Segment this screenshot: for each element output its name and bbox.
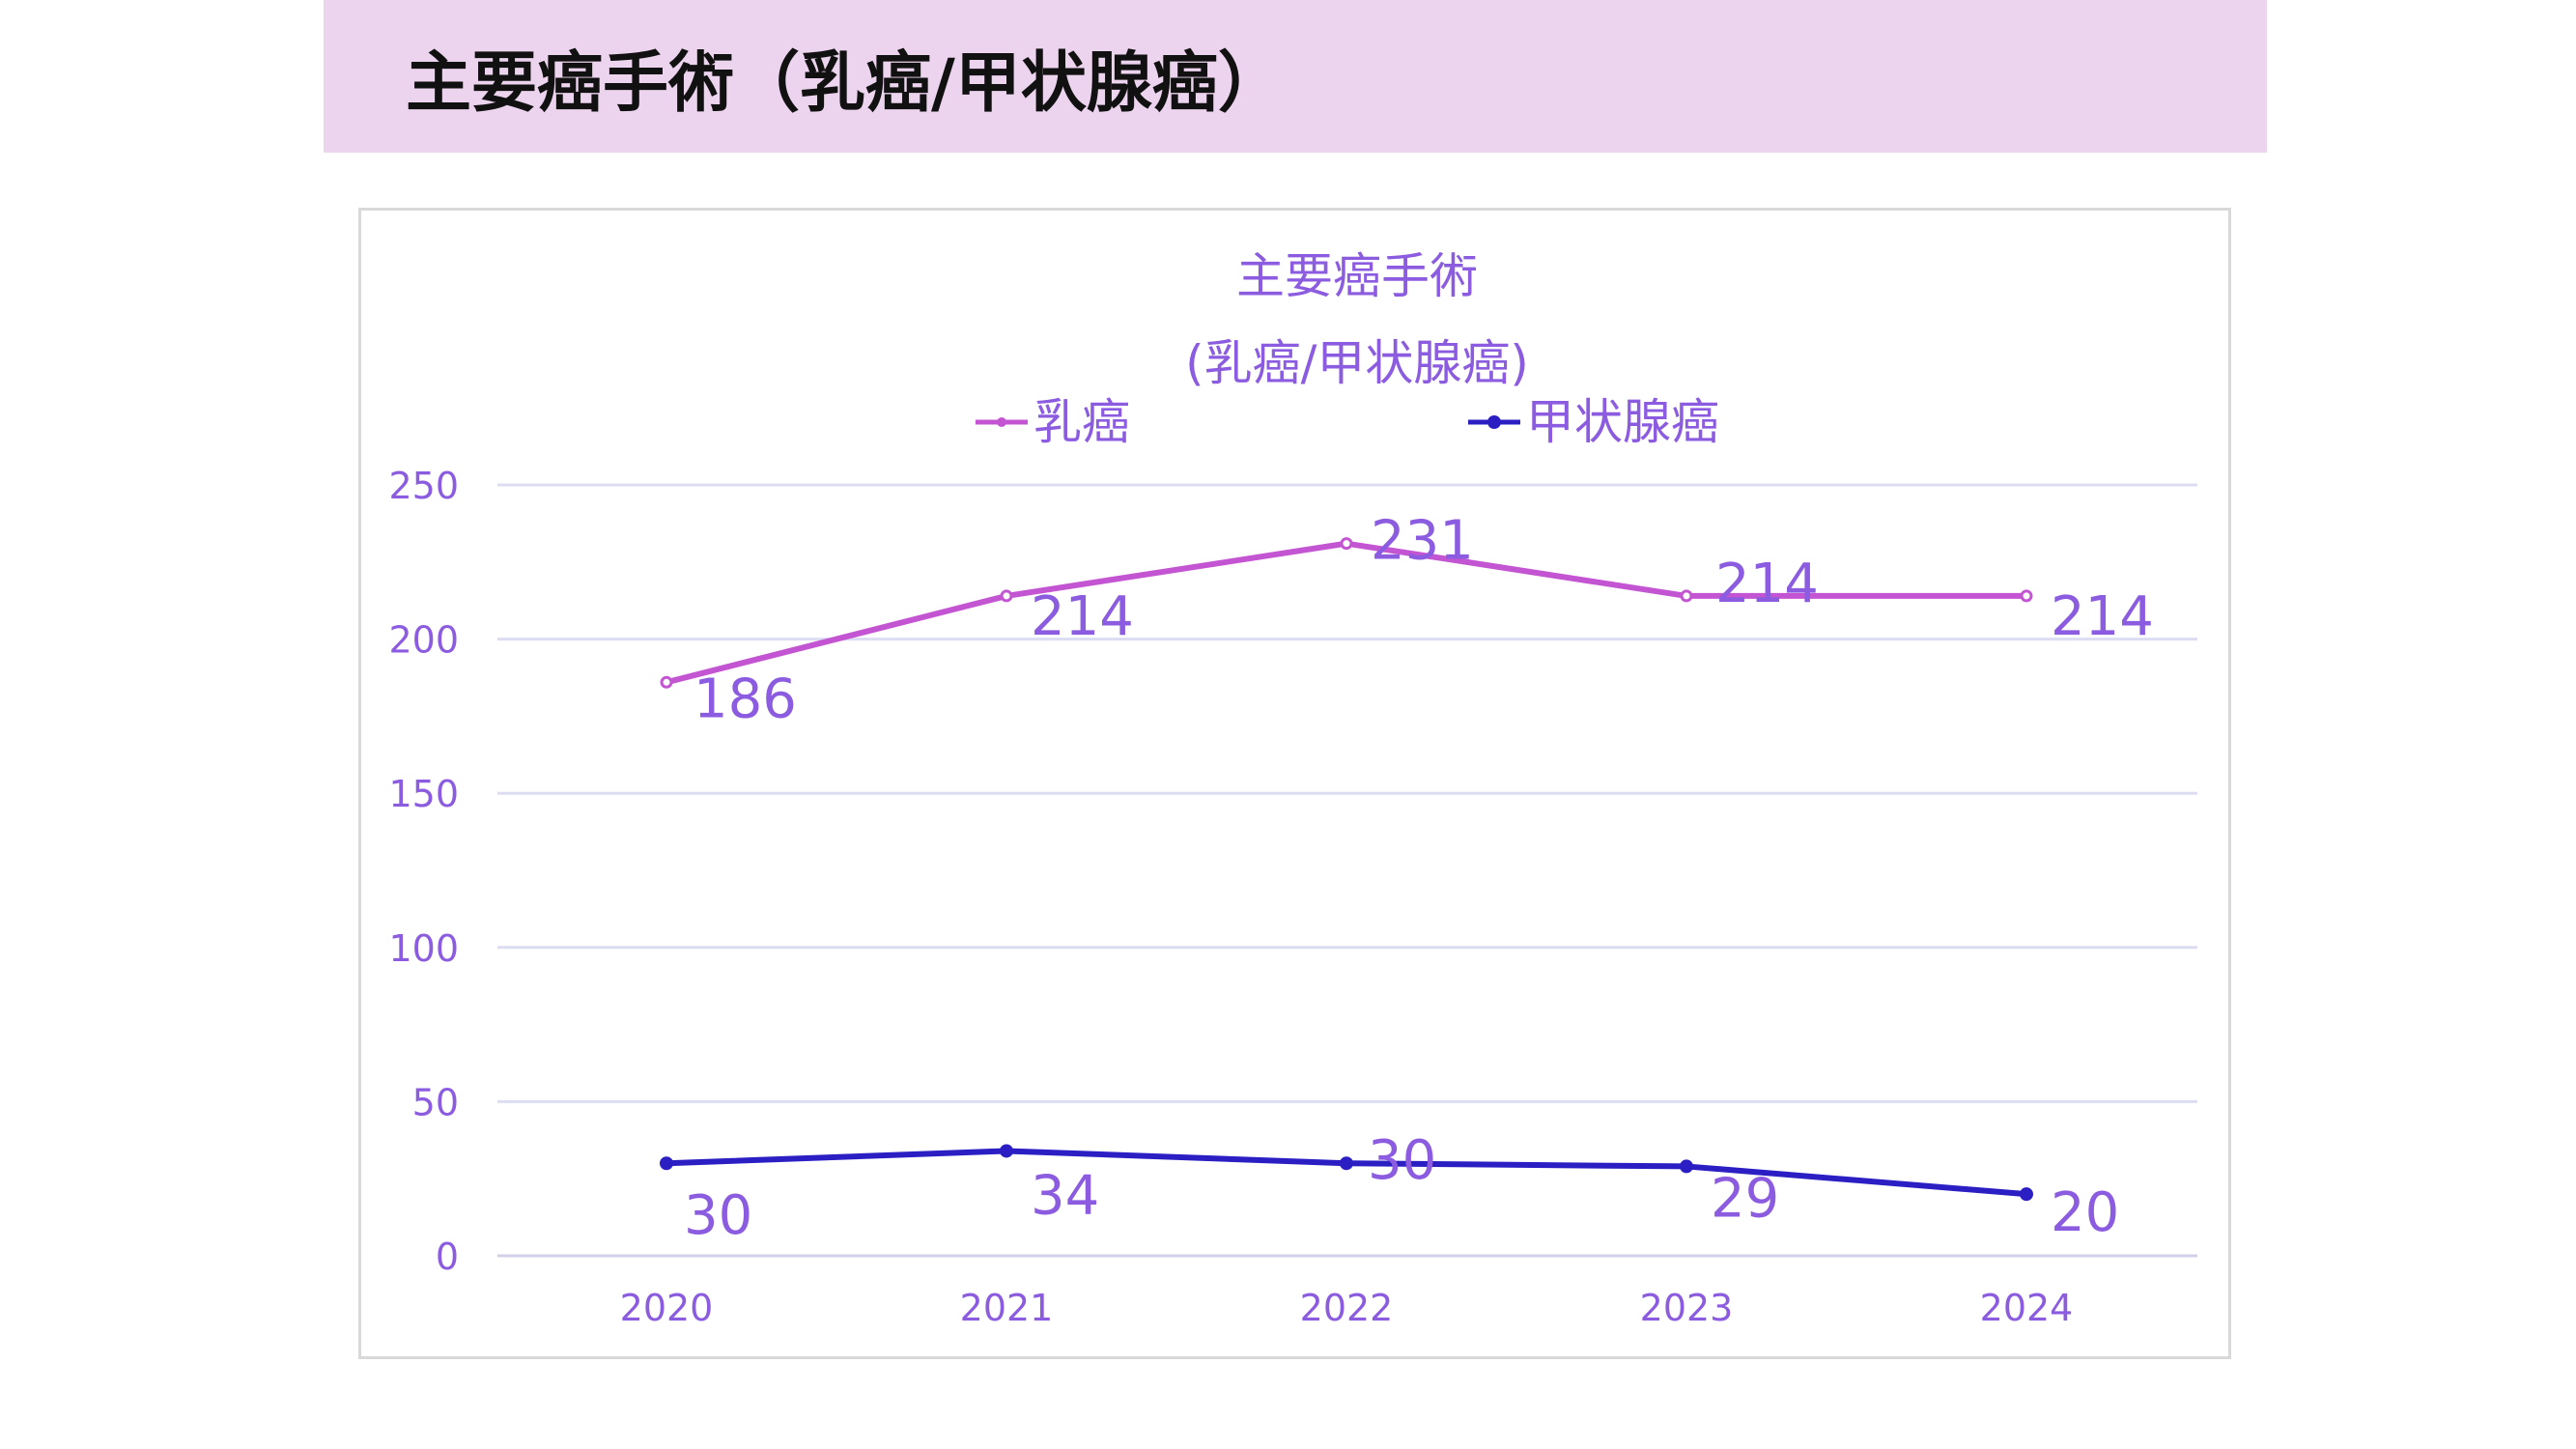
data-label: 214 bbox=[1715, 553, 1819, 615]
data-point bbox=[1680, 589, 1693, 603]
data-label: 214 bbox=[1031, 585, 1134, 648]
data-point bbox=[1340, 537, 1353, 551]
grid-lines bbox=[497, 483, 2197, 1258]
x-tick-label: 2020 bbox=[620, 1287, 714, 1329]
legend-breast-marker bbox=[997, 417, 1006, 427]
title-banner: 主要癌手術（乳癌/甲状腺癌） bbox=[324, 0, 2267, 153]
y-tick-label: 50 bbox=[412, 1081, 459, 1123]
data-label: 231 bbox=[1371, 510, 1474, 573]
data-point bbox=[660, 675, 673, 689]
series-line bbox=[665, 540, 2026, 686]
data-point bbox=[2020, 589, 2033, 603]
y-tick-label: 150 bbox=[388, 773, 459, 815]
legend-breast-label: 乳癌 bbox=[1033, 394, 1130, 450]
data-label: 30 bbox=[1368, 1129, 1436, 1192]
y-axis-ticks: 0 50 100 150 200 250 bbox=[388, 465, 459, 1278]
legend: 乳癌 甲状腺癌 bbox=[976, 394, 1719, 450]
legend-thyroid-marker bbox=[1487, 415, 1501, 429]
chart-title-line1: 主要癌手術 bbox=[1236, 248, 1478, 304]
data-point bbox=[1340, 1156, 1353, 1171]
x-tick-label: 2024 bbox=[1980, 1287, 2074, 1329]
y-tick-label: 250 bbox=[388, 465, 459, 507]
data-labels: 186 214 231 214 214 30 34 30 29 20 bbox=[684, 510, 2154, 1248]
x-tick-label: 2022 bbox=[1300, 1287, 1394, 1329]
data-point bbox=[2020, 1187, 2033, 1202]
series-lines bbox=[660, 537, 2033, 1202]
data-label: 186 bbox=[694, 668, 797, 730]
data-label: 30 bbox=[684, 1184, 752, 1247]
data-label: 214 bbox=[2051, 585, 2154, 648]
data-point bbox=[1000, 589, 1013, 603]
y-tick-label: 200 bbox=[388, 619, 459, 662]
page-title: 主要癌手術（乳癌/甲状腺癌） bbox=[406, 45, 1284, 122]
data-label: 29 bbox=[1711, 1167, 1779, 1230]
y-tick-label: 0 bbox=[436, 1236, 459, 1278]
x-tick-label: 2021 bbox=[960, 1287, 1054, 1329]
data-point bbox=[1680, 1159, 1693, 1174]
y-tick-label: 100 bbox=[388, 927, 459, 970]
x-axis-ticks: 2020 2021 2022 2023 2024 bbox=[620, 1287, 2074, 1329]
legend-thyroid-label: 甲状腺癌 bbox=[1526, 394, 1719, 450]
data-label: 34 bbox=[1031, 1164, 1099, 1227]
data-point bbox=[1000, 1144, 1013, 1158]
data-label: 20 bbox=[2051, 1181, 2119, 1244]
data-point bbox=[660, 1156, 673, 1171]
chart-title-line2: (乳癌/甲状腺癌) bbox=[1185, 335, 1529, 391]
x-tick-label: 2023 bbox=[1640, 1287, 1734, 1329]
